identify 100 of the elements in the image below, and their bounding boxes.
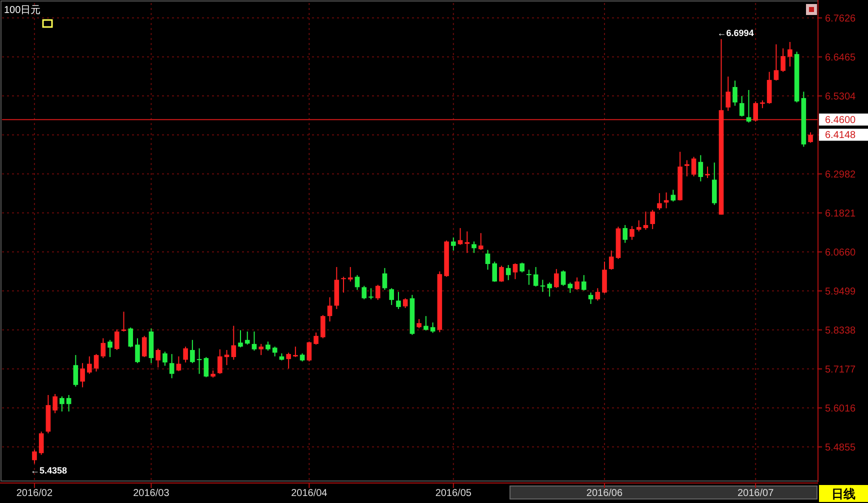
candlestick: [204, 356, 209, 378]
candlestick: [252, 331, 257, 352]
candlestick: [362, 285, 367, 300]
candlestick: [217, 348, 222, 374]
candlestick: [73, 354, 78, 388]
candlestick: [375, 284, 380, 300]
candlestick: [293, 346, 298, 358]
x-tick-label: 2016/04: [291, 488, 328, 499]
candlestick: [732, 80, 738, 106]
candlestick: [60, 396, 64, 412]
candlestick: [238, 330, 243, 348]
candlestick: [424, 316, 428, 332]
candlestick: [272, 346, 278, 357]
candlestick: [314, 332, 318, 346]
candlestick: [196, 348, 202, 374]
candlestick: [705, 166, 710, 179]
candlestick: [512, 262, 518, 280]
candlestick: [128, 326, 134, 348]
candlestick: [664, 192, 669, 209]
candlestick: [684, 160, 690, 177]
y-tick-label: 6.0660: [825, 247, 856, 258]
candlestick: [650, 209, 655, 230]
y-axis-title: 100日元: [4, 5, 41, 16]
x-tick-label: 2016/07: [738, 488, 774, 499]
candlestick: [135, 338, 140, 364]
candlestick: [472, 241, 476, 254]
candlestick: [808, 132, 813, 144]
candlestick: [176, 356, 182, 372]
candlestick: [341, 276, 346, 294]
candlestick: [451, 236, 456, 252]
candlestick: [630, 226, 634, 240]
candlestick: [540, 279, 546, 292]
candlestick: [169, 354, 174, 379]
candlestick: [38, 431, 44, 456]
candlestick: [691, 156, 696, 177]
candlestick: [698, 154, 704, 182]
x-tick-label: 2016/02: [16, 488, 53, 499]
y-tick-label: 5.8338: [825, 325, 856, 336]
ref-line-label: 6.4600: [825, 115, 856, 126]
candlestick: [348, 266, 353, 282]
candlestick: [554, 268, 559, 288]
candlestick: [533, 266, 538, 288]
y-tick-label: 5.9499: [825, 286, 856, 298]
candlestick: [574, 276, 580, 290]
candlestick: [320, 314, 326, 339]
y-tick-label: 6.1821: [825, 208, 856, 220]
candlestick: [657, 192, 662, 210]
candlestick: [622, 224, 628, 244]
candlestick: [190, 339, 195, 364]
candlestick: [382, 268, 388, 290]
y-tick-label: 5.6016: [825, 403, 856, 414]
candlestick: [368, 288, 374, 300]
candlestick: [224, 350, 230, 366]
candlestick: [788, 41, 792, 67]
candlestick: [464, 230, 470, 254]
candlestick: [643, 211, 648, 230]
y-tick-label: 6.2982: [825, 169, 856, 180]
y-tick-label: 6.5304: [825, 91, 856, 102]
y-tick-label: 6.6465: [825, 52, 856, 64]
candlestick: [739, 96, 744, 118]
candlestick: [94, 354, 99, 372]
x-tick-label: 2016/03: [133, 488, 170, 499]
candlestick: [402, 298, 408, 309]
candlestick: [602, 261, 607, 294]
candlestick: [746, 90, 752, 124]
candlestick: [595, 288, 600, 302]
candlestick: [258, 343, 264, 356]
candlestick: [100, 338, 106, 359]
candlestick: [774, 44, 779, 82]
candlestick: [780, 48, 786, 72]
candlestick: [560, 270, 566, 286]
candlestick: [485, 249, 490, 270]
y-tick-label: 5.4855: [825, 442, 856, 454]
candlestick: [753, 100, 758, 122]
y-tick-label: 6.7626: [825, 13, 856, 24]
candlestick: [306, 341, 312, 362]
candlestick: [327, 296, 332, 322]
y-tick-label: 5.7177: [825, 364, 856, 376]
candlestick: [80, 362, 85, 388]
candlestick: [416, 318, 422, 329]
candlestick: [389, 288, 394, 306]
candlestick: [162, 351, 168, 366]
candlestick: [608, 250, 614, 270]
candlestick: [183, 346, 188, 363]
candlestick: [670, 189, 676, 202]
text: 6.4148: [825, 130, 856, 142]
candlestick: [142, 335, 147, 358]
candlestick: [499, 265, 504, 282]
candlestick: [526, 269, 532, 286]
candlestick: [478, 232, 484, 250]
candlestick: [726, 76, 731, 112]
candlestick: [492, 261, 498, 282]
candlestick: [244, 331, 250, 346]
x-tick-label: 2016/05: [435, 488, 472, 499]
candlestick: [458, 228, 463, 246]
candlestick: [231, 325, 236, 360]
candlestick: [354, 274, 360, 290]
candlestick: [66, 394, 72, 412]
candlestick: [766, 71, 772, 104]
annotation: ←6.6994: [717, 28, 754, 38]
